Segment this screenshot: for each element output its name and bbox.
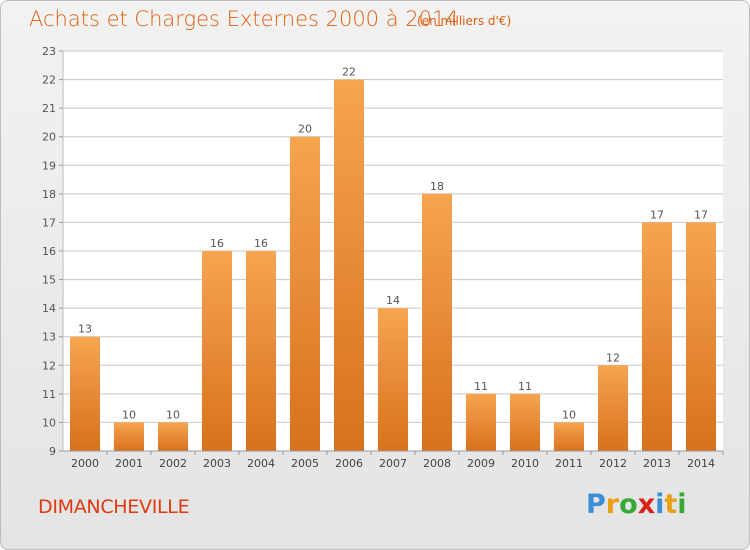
y-tick-label: 20 (42, 131, 56, 144)
value-label: 12 (606, 351, 620, 364)
x-tick-label: 2002 (159, 457, 187, 470)
bar-2007 (378, 308, 408, 451)
bar-2004 (246, 251, 276, 451)
bar-2010 (510, 393, 540, 451)
y-tick-label: 11 (42, 388, 56, 401)
value-label: 11 (474, 380, 488, 393)
chart-subtitle: (en milliers d'€) (417, 14, 512, 28)
y-tick-label: 15 (42, 274, 56, 287)
value-label: 16 (254, 237, 268, 250)
chart-title: Achats et Charges Externes 2000 à 2014 (29, 7, 459, 31)
value-label: 16 (210, 237, 224, 250)
logo-letter: P (586, 489, 606, 520)
x-tick-label: 2008 (423, 457, 451, 470)
logo-letter: r (605, 489, 620, 520)
value-label: 17 (694, 208, 708, 221)
bar-2012 (598, 365, 628, 451)
y-tick-label: 17 (42, 216, 56, 229)
x-tick-label: 2010 (511, 457, 539, 470)
value-label: 20 (298, 123, 312, 136)
logo-letter: o (619, 489, 638, 520)
value-label: 10 (166, 408, 180, 421)
x-tick-label: 2006 (335, 457, 363, 470)
x-tick-label: 2003 (203, 457, 231, 470)
x-axis-ticks: 2000 2001 2002 2003 2004 2005 2006 2007 2008 2009… (71, 451, 724, 470)
bar-2006 (334, 79, 364, 452)
x-tick-label: 2007 (379, 457, 407, 470)
y-tick-label: 13 (42, 331, 56, 344)
value-label: 14 (386, 294, 400, 307)
bar-2009 (466, 393, 496, 451)
bars (70, 79, 716, 452)
value-label: 11 (518, 380, 532, 393)
value-label: 10 (122, 408, 136, 421)
y-tick-label: 10 (42, 416, 56, 429)
y-tick-label: 22 (42, 74, 56, 87)
x-tick-label: 2009 (467, 457, 495, 470)
value-label: 18 (430, 180, 444, 193)
y-tick-label: 21 (42, 102, 56, 115)
y-tick-label: 18 (42, 188, 56, 201)
y-tick-label: 9 (49, 445, 56, 458)
bar-2011 (554, 422, 584, 451)
y-tick-label: 12 (42, 359, 56, 372)
logo-letter: x (637, 489, 656, 520)
value-label: 22 (342, 66, 356, 79)
value-label: 10 (562, 408, 576, 421)
y-tick-label: 19 (42, 159, 56, 172)
x-tick-label: 2012 (599, 457, 627, 470)
value-label: 13 (78, 323, 92, 336)
x-tick-label: 2004 (247, 457, 275, 470)
x-tick-label: 2005 (291, 457, 319, 470)
bar-2001 (114, 422, 144, 451)
x-tick-label: 2011 (555, 457, 583, 470)
logo-letter: i (677, 489, 687, 520)
bar-2005 (290, 136, 320, 451)
y-tick-label: 16 (42, 245, 56, 258)
bar-2003 (202, 251, 232, 451)
proxiti-logo[interactable]: Proxiti (586, 489, 687, 520)
logo-letter: i (655, 489, 665, 520)
value-labels: 13 10 10 16 16 20 22 14 18 11 11 10 12 17 17 (78, 66, 708, 422)
x-tick-label: 2014 (687, 457, 715, 470)
bar-2014 (686, 222, 716, 451)
bar-2002 (158, 422, 188, 451)
bar-2000 (70, 336, 100, 451)
city-name: DIMANCHEVILLE (38, 496, 190, 518)
logo-letter: t (664, 489, 678, 520)
value-label: 17 (650, 208, 664, 221)
bar-2008 (422, 193, 452, 451)
x-tick-label: 2000 (71, 457, 99, 470)
x-tick-label: 2013 (643, 457, 671, 470)
y-axis-ticks: 9 10 11 12 13 14 15 16 17 18 19 20 21 22 23 (42, 45, 63, 458)
y-tick-label: 14 (42, 302, 56, 315)
y-tick-label: 23 (42, 45, 56, 58)
bar-2013 (642, 222, 672, 451)
x-tick-label: 2001 (115, 457, 143, 470)
